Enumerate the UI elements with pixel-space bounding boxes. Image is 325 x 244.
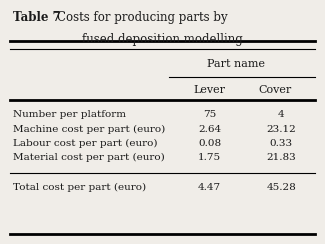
Text: Cover: Cover xyxy=(258,85,291,95)
Text: Labour cost per part (euro): Labour cost per part (euro) xyxy=(13,139,158,148)
Text: Material cost per part (euro): Material cost per part (euro) xyxy=(13,153,165,162)
Text: 2.64: 2.64 xyxy=(198,125,221,134)
Text: 0.08: 0.08 xyxy=(198,139,221,148)
Text: 23.12: 23.12 xyxy=(266,125,296,134)
Text: 1.75: 1.75 xyxy=(198,153,221,162)
Text: Total cost per part (euro): Total cost per part (euro) xyxy=(13,183,146,192)
Text: Number per platform: Number per platform xyxy=(13,110,126,119)
Text: 4.47: 4.47 xyxy=(198,183,221,192)
Text: 0.33: 0.33 xyxy=(269,139,293,148)
Text: 21.83: 21.83 xyxy=(266,153,296,162)
Text: Lever: Lever xyxy=(194,85,226,95)
Text: Part name: Part name xyxy=(207,59,265,69)
Text: 45.28: 45.28 xyxy=(266,183,296,192)
Text: Table 7: Table 7 xyxy=(13,11,61,24)
Text: Machine cost per part (euro): Machine cost per part (euro) xyxy=(13,125,165,134)
Text: 4: 4 xyxy=(278,110,284,119)
Text: Costs for producing parts by: Costs for producing parts by xyxy=(57,11,227,24)
Text: fused deposition modelling: fused deposition modelling xyxy=(82,33,243,46)
Text: 75: 75 xyxy=(203,110,216,119)
